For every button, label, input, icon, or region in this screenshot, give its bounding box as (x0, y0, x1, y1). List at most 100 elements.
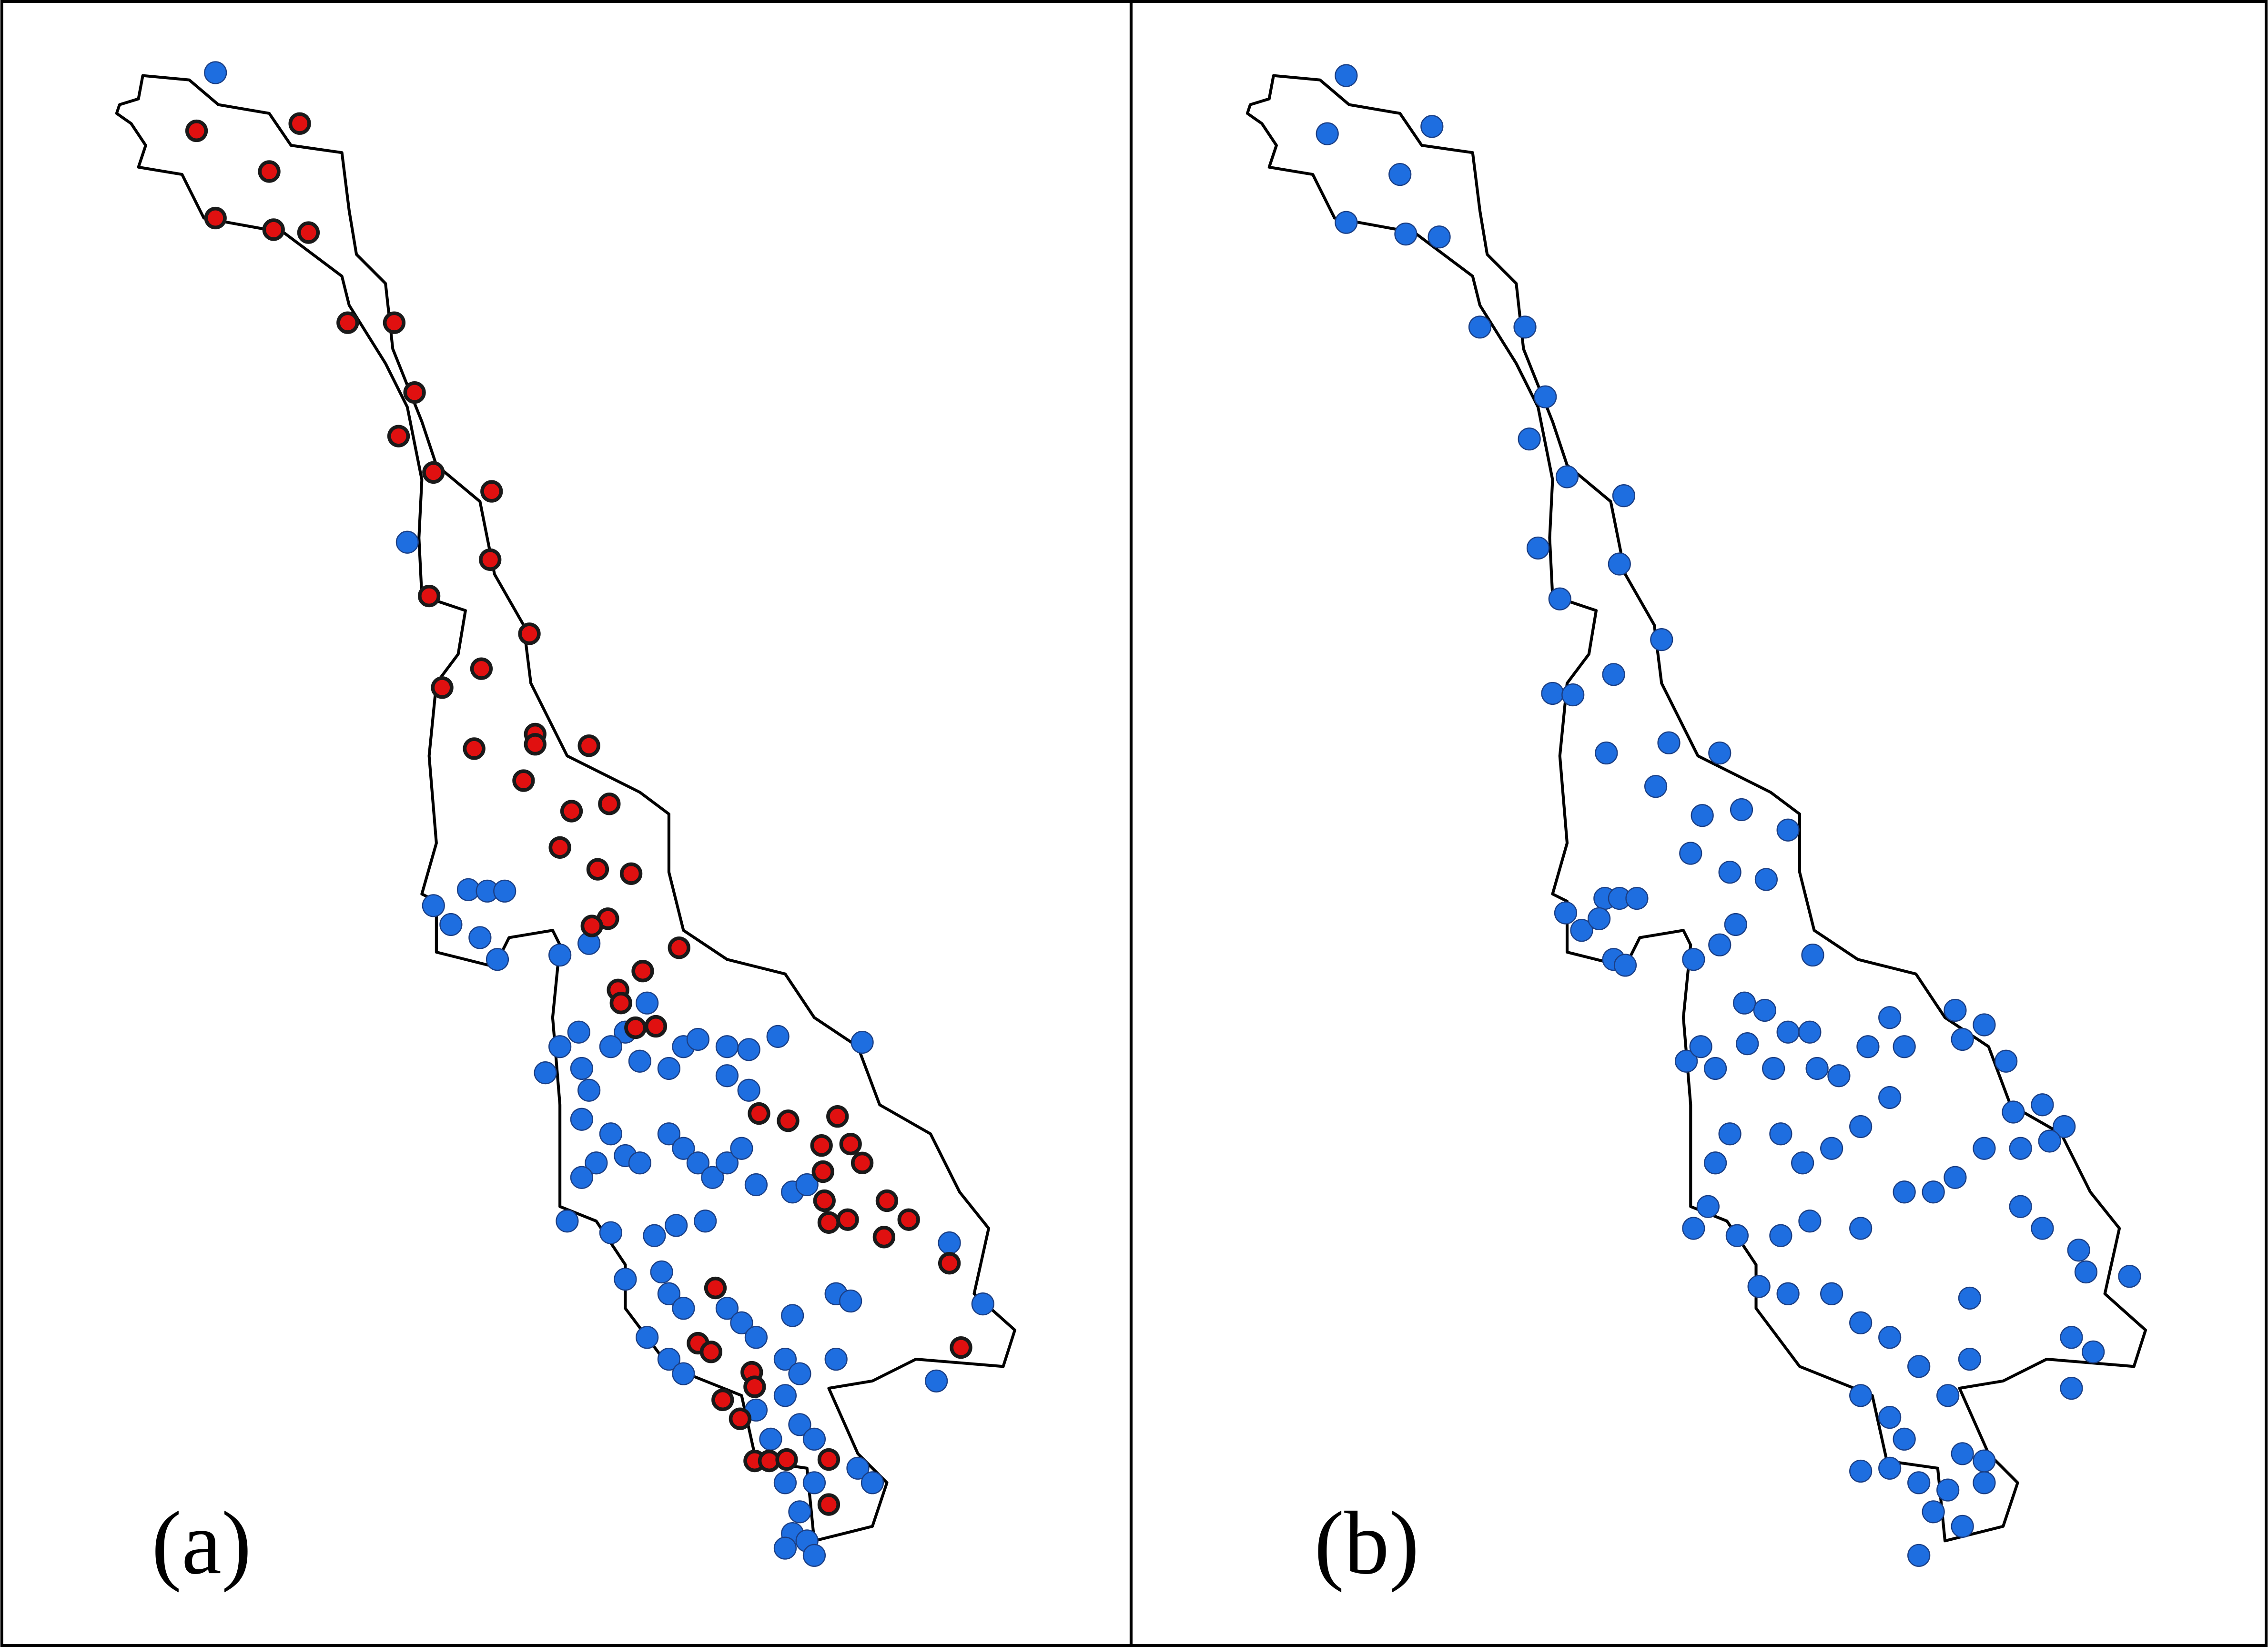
station-red (743, 1375, 766, 1398)
station-red (518, 622, 541, 645)
station-blue (1541, 681, 1564, 705)
station-blue (1878, 1086, 1902, 1109)
station-blue (1769, 1122, 1792, 1146)
station-red (813, 1189, 836, 1212)
station-blue (773, 1347, 797, 1371)
station-red (387, 425, 410, 447)
station-blue (577, 1078, 601, 1102)
station-blue (1718, 861, 1742, 884)
station-blue (1849, 1115, 1873, 1139)
station-blue (938, 1231, 961, 1255)
station-blue (1878, 1326, 1902, 1349)
station-blue (422, 894, 445, 917)
station-blue (715, 1151, 739, 1175)
station-blue (486, 948, 509, 971)
station-blue (1936, 1384, 1960, 1407)
station-blue (204, 61, 227, 84)
station-red (383, 311, 406, 334)
station-red (699, 1341, 723, 1363)
station-red (775, 1448, 798, 1471)
station-blue (1718, 1122, 1742, 1146)
station-blue (665, 1214, 688, 1237)
station-blue (1730, 798, 1753, 822)
station-blue (2002, 1100, 2025, 1124)
station-blue (1878, 1405, 1902, 1429)
station-red (619, 862, 643, 885)
station-blue (1316, 122, 1339, 145)
station-red (422, 461, 445, 484)
station-blue (1893, 1427, 1916, 1451)
station-blue (737, 1038, 760, 1061)
station-blue (802, 1471, 826, 1494)
station-blue (599, 1221, 622, 1244)
station-blue (614, 1268, 637, 1291)
station-blue (1608, 552, 1631, 576)
station-blue (468, 926, 492, 949)
station-red (810, 1134, 833, 1157)
station-red (631, 959, 654, 983)
station-blue (788, 1500, 811, 1524)
station-blue (802, 1427, 826, 1451)
station-blue (1725, 1224, 1749, 1247)
station-red (586, 858, 609, 881)
station-red (403, 381, 426, 404)
station-blue (1388, 163, 1412, 186)
station-blue (636, 991, 659, 1015)
station-blue (1679, 842, 1702, 865)
station-blue (1534, 385, 1557, 408)
station-blue (628, 1151, 651, 1175)
station-blue (773, 1471, 797, 1494)
station-blue (1682, 1217, 1705, 1240)
station-blue (1650, 628, 1673, 651)
station-blue (1394, 223, 1418, 246)
station-blue (1958, 1347, 1982, 1371)
station-blue (1973, 1013, 1996, 1037)
station-blue (672, 1297, 695, 1320)
station-blue (1820, 1137, 1843, 1160)
station-blue (701, 1166, 724, 1189)
station-blue (2074, 1260, 2098, 1284)
station-blue (1561, 683, 1585, 707)
station-blue (1691, 804, 1714, 827)
station-red (729, 1407, 752, 1430)
station-blue (534, 1061, 557, 1085)
station-blue (657, 1347, 680, 1371)
station-blue (1747, 1275, 1771, 1298)
station-blue (599, 1035, 622, 1058)
station-blue (2009, 1137, 2032, 1160)
station-blue (395, 530, 419, 554)
station-red (463, 737, 486, 760)
station-blue (730, 1137, 753, 1160)
station-blue (1657, 731, 1681, 754)
station-red (875, 1189, 899, 1212)
station-blue (1420, 115, 1444, 138)
station-blue (1973, 1137, 1996, 1160)
station-blue (1951, 1442, 1974, 1465)
station-red (811, 1160, 834, 1183)
station-red (897, 1208, 920, 1231)
station-red (950, 1336, 972, 1359)
station-blue (773, 1536, 797, 1560)
station-blue (1554, 901, 1578, 925)
station-red (598, 793, 621, 815)
station-blue (1644, 775, 1668, 798)
basin-outline (1245, 74, 2147, 1543)
station-red (836, 1208, 859, 1231)
station-blue (2031, 1093, 2054, 1117)
panel-label: (b) (1314, 1493, 1419, 1593)
station-red (580, 915, 603, 937)
station-blue (1878, 1456, 1902, 1480)
station-blue (2009, 1195, 2032, 1218)
station-blue (1922, 1180, 1945, 1204)
panel-label: (a) (152, 1493, 252, 1593)
station-blue (2031, 1217, 2054, 1240)
station-blue (1428, 225, 1451, 249)
station-blue (1856, 1035, 1880, 1058)
station-blue (1922, 1500, 1945, 1524)
station-red (336, 311, 359, 334)
station-blue (628, 1049, 651, 1073)
station-blue (1849, 1311, 1873, 1334)
station-blue (1762, 1057, 1785, 1080)
